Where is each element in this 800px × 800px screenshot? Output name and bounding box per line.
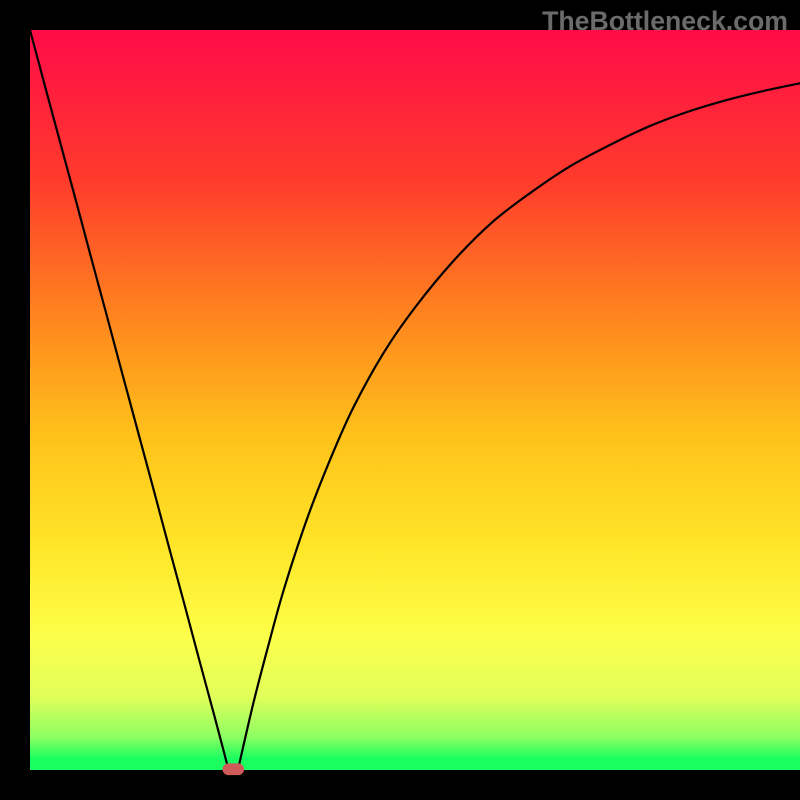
plot-background (30, 30, 800, 770)
chart-container: { "watermark": { "text": "TheBottleneck.… (0, 0, 800, 800)
watermark-text: TheBottleneck.com (542, 6, 788, 37)
bottleneck-chart (0, 0, 800, 800)
curve-marker (223, 763, 245, 775)
